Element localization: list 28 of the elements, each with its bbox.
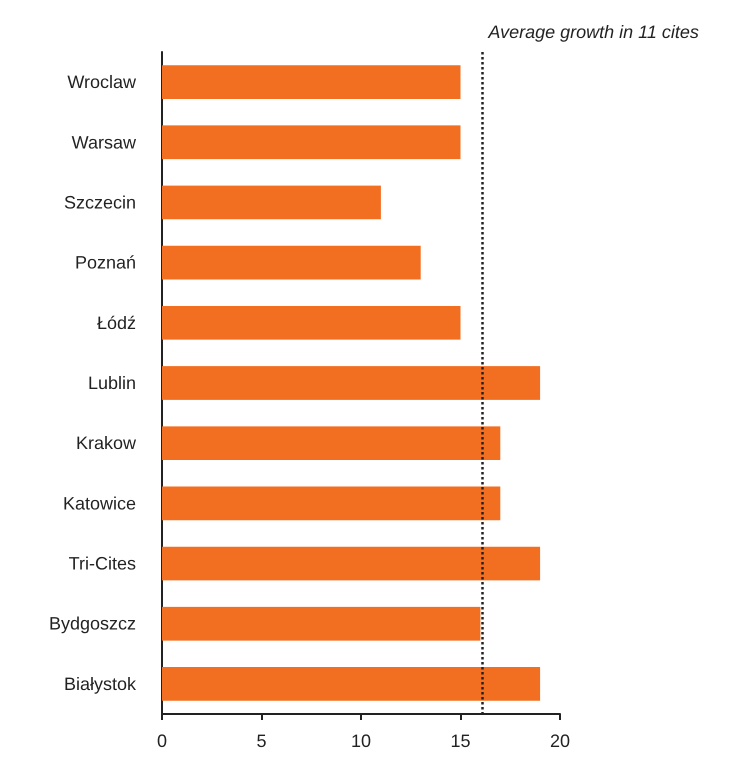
- y-tick-label: Szczecin: [64, 192, 136, 212]
- x-tick-label: 15: [450, 731, 471, 751]
- x-tick-label: 5: [256, 731, 267, 751]
- y-tick-label: Wroclaw: [67, 72, 137, 92]
- bar: [162, 65, 460, 99]
- y-tick-label: Tri-Cites: [68, 554, 136, 574]
- bar: [162, 667, 540, 701]
- x-tick-label: 20: [550, 731, 570, 751]
- ref-line-label: Average growth in 11 cites: [487, 22, 699, 42]
- y-tick-label: Katowice: [62, 493, 136, 514]
- y-tick-label: Bydgoszcz: [48, 614, 136, 634]
- x-tick-label: 0: [156, 731, 168, 751]
- bar: [162, 246, 421, 280]
- y-tick-label: Warsaw: [72, 132, 137, 152]
- bar: [162, 186, 381, 220]
- bar: [162, 546, 540, 580]
- bar: [162, 366, 540, 400]
- bar: [162, 306, 460, 340]
- y-tick-label: Łódź: [96, 312, 136, 333]
- y-tick-label: Białystok: [64, 674, 137, 694]
- bar: [162, 426, 500, 460]
- bar: [162, 486, 500, 520]
- x-tick-label: 10: [350, 731, 372, 751]
- y-tick-label: Lublin: [88, 373, 136, 393]
- y-tick-label: Poznań: [74, 252, 136, 273]
- bar: [162, 125, 460, 160]
- bar: [162, 606, 480, 641]
- y-tick-label: Krakow: [76, 433, 137, 454]
